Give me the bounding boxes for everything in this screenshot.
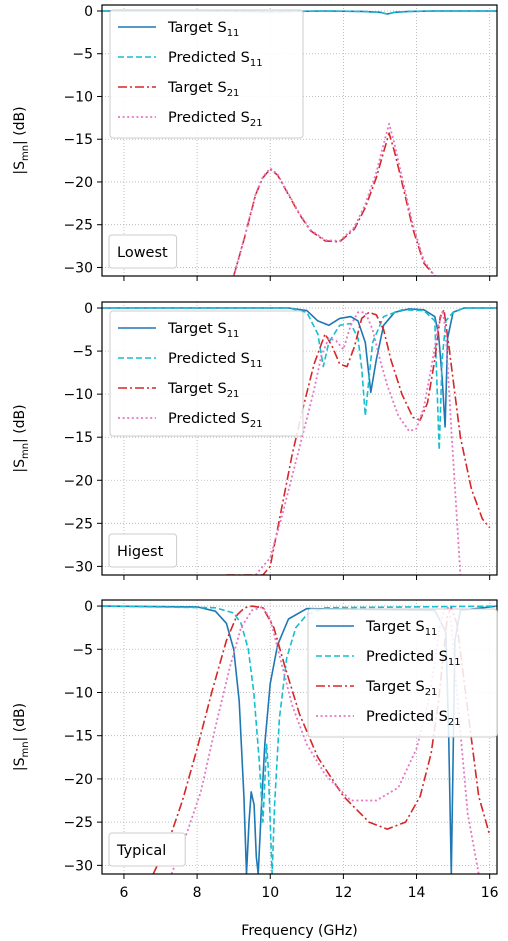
y-tick-label: −15 bbox=[63, 132, 93, 148]
y-tick-label: −30 bbox=[63, 559, 93, 575]
series-line-target-s11 bbox=[102, 307, 497, 428]
legend-label: Predicted S21 bbox=[168, 110, 263, 129]
panel-typical: 0 −5 −10 −15 −20 −25 −30 6 8 10 12 14 16 |Smn| (dB) Fr… bbox=[12, 599, 499, 939]
y-tick-label: 0 bbox=[84, 599, 93, 615]
legend-label: Target S11 bbox=[365, 619, 437, 638]
panel-label-box bbox=[108, 234, 178, 269]
series-line-predicted-s11 bbox=[102, 605, 497, 874]
panel-highest: 0 −5 −10 −15 −20 −25 −30 |Smn| (dB) Higest Target… bbox=[12, 301, 498, 580]
y-axis-label: |Smn| (dB) bbox=[12, 106, 31, 174]
legend: Target S11 Predicted S11 Target S21 Predict… bbox=[307, 608, 498, 738]
y-tick-label: −10 bbox=[63, 387, 93, 403]
series-line-predicted-s21 bbox=[232, 122, 436, 276]
legend-label: Target S21 bbox=[167, 381, 239, 400]
y-tick-label: −5 bbox=[72, 344, 93, 360]
y-tick-label: −20 bbox=[63, 473, 93, 489]
legend: Target S11 Predicted S11 Target S21 Predict… bbox=[109, 310, 304, 437]
x-tick-label: 10 bbox=[261, 885, 279, 901]
series-line-predicted-s11 bbox=[102, 10, 497, 15]
y-tick-label: −15 bbox=[63, 729, 93, 745]
y-tick-label: −20 bbox=[63, 175, 93, 191]
panel-lowest: 0 −5 −10 −15 −20 −25 −30 |Smn| (dB) Lowest Target… bbox=[12, 4, 498, 281]
y-tick-label: −10 bbox=[63, 685, 93, 701]
legend-box bbox=[307, 608, 498, 738]
panel-label: Typical bbox=[116, 843, 166, 859]
panel-label-box bbox=[108, 533, 178, 568]
legend-label: Predicted S11 bbox=[168, 50, 263, 69]
series-line-predicted-s11 bbox=[102, 307, 497, 451]
panel-label: Lowest bbox=[117, 245, 168, 261]
legend-label: Predicted S21 bbox=[168, 411, 263, 430]
legend-label: Target S21 bbox=[365, 679, 437, 698]
legend-label: Predicted S21 bbox=[366, 709, 461, 728]
series-line-target-s21 bbox=[232, 132, 436, 276]
y-axis-label: |Smn| (dB) bbox=[12, 703, 31, 771]
panel-label: Higest bbox=[117, 544, 164, 560]
legend: Target S11 Predicted S11 Target S21 Predict… bbox=[109, 9, 304, 139]
y-tick-label: −25 bbox=[63, 815, 93, 831]
y-tick-label: −5 bbox=[72, 642, 93, 658]
legend-label: Predicted S11 bbox=[366, 649, 461, 668]
legend-label: Target S11 bbox=[167, 321, 239, 340]
panel-label-box bbox=[108, 832, 186, 867]
legend-label: Target S11 bbox=[167, 20, 239, 39]
y-tick-label: −30 bbox=[63, 260, 93, 276]
x-tick-label: 14 bbox=[408, 885, 426, 901]
legend-label: Target S21 bbox=[167, 80, 239, 99]
axes-frame bbox=[101, 599, 498, 875]
series-line-predicted-s21 bbox=[170, 606, 480, 874]
x-tick-label: 6 bbox=[119, 885, 128, 901]
y-tick-label: 0 bbox=[84, 4, 93, 20]
x-tick-label: 12 bbox=[334, 885, 352, 901]
series-line-target-s21 bbox=[226, 309, 491, 575]
legend-box bbox=[109, 310, 304, 437]
axes-frame bbox=[101, 4, 498, 277]
y-tick-label: −20 bbox=[63, 772, 93, 788]
y-tick-label: −25 bbox=[63, 516, 93, 532]
axes-frame bbox=[101, 301, 498, 576]
x-axis-label: Frequency (GHz) bbox=[241, 923, 357, 939]
y-tick-label: −15 bbox=[63, 430, 93, 446]
y-tick-label: −10 bbox=[63, 89, 93, 105]
y-tick-label: 0 bbox=[84, 301, 93, 317]
legend-label: Predicted S11 bbox=[168, 351, 263, 370]
y-tick-label: −5 bbox=[72, 47, 93, 63]
y-axis-label: |Smn| (dB) bbox=[12, 404, 31, 472]
x-tick-label: 8 bbox=[193, 885, 202, 901]
x-tick-label: 16 bbox=[481, 885, 499, 901]
legend-box bbox=[109, 9, 304, 139]
y-tick-label: −25 bbox=[63, 218, 93, 234]
y-tick-label: −30 bbox=[63, 858, 93, 874]
